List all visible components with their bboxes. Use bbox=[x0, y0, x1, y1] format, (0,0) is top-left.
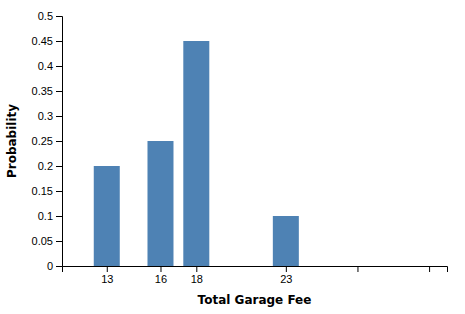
y-tick-label: 0.35 bbox=[32, 85, 53, 97]
y-tick-label: 0.2 bbox=[38, 160, 53, 172]
x-tick-label: 23 bbox=[280, 273, 292, 285]
y-tick-label: 0.5 bbox=[38, 10, 53, 22]
x-tick-mark bbox=[160, 266, 161, 272]
y-tick-label: 0.05 bbox=[32, 235, 53, 247]
y-tick-mark bbox=[56, 16, 62, 17]
y-tick: 0.35 bbox=[32, 85, 62, 97]
x-tick-label: 13 bbox=[101, 273, 113, 285]
y-tick-label: 0.25 bbox=[32, 135, 53, 147]
chart: 13 16 18 23 0 0.05 0.1 0.15 0.2 0.25 0.3 0.35 0.4 0.4… bbox=[0, 0, 465, 314]
y-tick: 0.05 bbox=[32, 235, 62, 247]
x-tick: 16 bbox=[155, 266, 167, 285]
x-tick-mark bbox=[429, 266, 430, 272]
y-tick-mark bbox=[56, 266, 62, 267]
y-tick: 0.2 bbox=[38, 160, 62, 172]
plot: 13 16 18 23 0 0.05 0.1 0.15 0.2 0.25 0.3 0.35 0.4 0.4… bbox=[32, 10, 448, 285]
x-axis: 13 16 18 23 bbox=[63, 266, 448, 285]
y-axis: 0 0.05 0.1 0.15 0.2 0.25 0.3 0.35 0.4 0.45 0.5 bbox=[32, 10, 63, 272]
bar bbox=[147, 141, 173, 266]
y-tick-mark bbox=[56, 141, 62, 142]
y-tick-label: 0.45 bbox=[32, 35, 53, 47]
bar bbox=[183, 41, 209, 266]
x-axis-line bbox=[63, 267, 448, 273]
y-tick-mark bbox=[56, 191, 62, 192]
x-tick: 23 bbox=[280, 266, 292, 285]
bar bbox=[273, 216, 299, 266]
x-tick-label: 16 bbox=[155, 273, 167, 285]
y-tick-mark bbox=[56, 41, 62, 42]
y-tick: 0.45 bbox=[32, 35, 62, 47]
bar bbox=[94, 166, 120, 266]
y-tick-label: 0.15 bbox=[32, 185, 53, 197]
y-tick-label: 0.4 bbox=[38, 60, 53, 72]
y-tick-mark bbox=[56, 216, 62, 217]
x-tick-mark bbox=[107, 266, 108, 272]
y-tick: 0.15 bbox=[32, 185, 62, 197]
y-tick: 0.4 bbox=[38, 60, 62, 72]
y-tick: 0 bbox=[47, 260, 62, 272]
x-axis-title: Total Garage Fee bbox=[198, 293, 312, 307]
x-tick bbox=[429, 266, 430, 272]
x-tick bbox=[357, 266, 358, 272]
y-axis-line bbox=[56, 17, 63, 267]
x-tick: 13 bbox=[101, 266, 113, 285]
x-tick: 18 bbox=[191, 266, 203, 285]
x-tick-label: 18 bbox=[191, 273, 203, 285]
y-tick-mark bbox=[56, 116, 62, 117]
y-tick-mark bbox=[56, 91, 62, 92]
y-tick-mark bbox=[56, 66, 62, 67]
y-tick-label: 0.3 bbox=[38, 110, 53, 122]
y-tick-mark bbox=[56, 166, 62, 167]
y-tick: 0.25 bbox=[32, 135, 62, 147]
y-tick-label: 0.1 bbox=[38, 210, 53, 222]
y-tick: 0.5 bbox=[38, 10, 62, 22]
y-axis-title: Probability bbox=[5, 104, 19, 178]
y-tick: 0.1 bbox=[38, 210, 62, 222]
x-tick-mark bbox=[286, 266, 287, 272]
x-tick-mark bbox=[357, 266, 358, 272]
y-tick-label: 0 bbox=[47, 260, 53, 272]
y-tick: 0.3 bbox=[38, 110, 62, 122]
y-tick-mark bbox=[56, 241, 62, 242]
x-tick-mark bbox=[196, 266, 197, 272]
bars bbox=[94, 41, 299, 266]
